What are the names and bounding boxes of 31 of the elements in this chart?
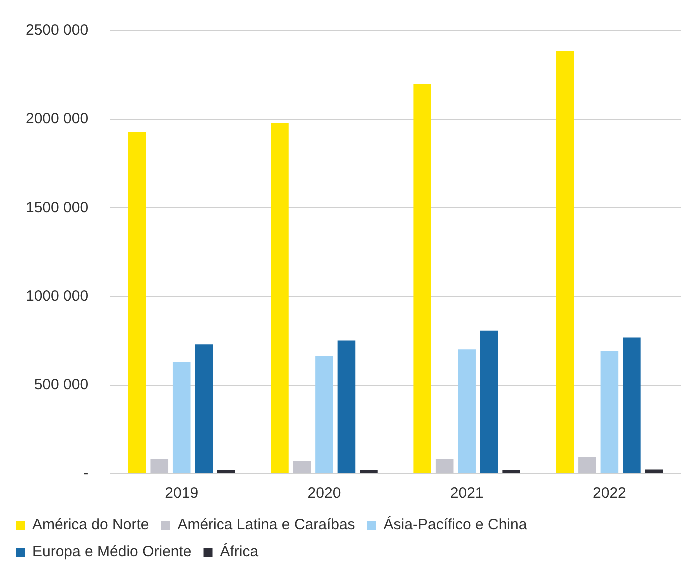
- bar: [480, 330, 498, 474]
- x-tick-label: 2022: [593, 485, 626, 502]
- y-tick-label: 1000 000: [26, 288, 89, 305]
- legend-label: Ásia-Pacífico e China: [384, 516, 528, 534]
- y-tick-label: 2000 000: [26, 110, 89, 128]
- bar: [502, 470, 520, 474]
- bar: [271, 123, 289, 474]
- x-tick-label: 2019: [165, 485, 199, 502]
- bar: [600, 352, 619, 474]
- y-tick-label: 2500 000: [26, 22, 89, 40]
- legend-label: América do Norte: [32, 516, 150, 534]
- bar: [217, 470, 236, 474]
- legend-label: América Latina e Caraíbas: [178, 516, 356, 534]
- y-tick-label: -: [84, 465, 89, 482]
- bar: [414, 84, 432, 474]
- legend-label: África: [220, 542, 260, 561]
- x-tick-label: 2020: [308, 485, 342, 502]
- bar: [360, 470, 378, 474]
- bar: [556, 51, 574, 474]
- bar: [172, 362, 191, 474]
- bar: [316, 356, 334, 474]
- bar: [195, 344, 214, 474]
- x-tick-label: 2021: [450, 485, 484, 502]
- bar: [623, 338, 641, 474]
- bar: [645, 470, 664, 474]
- bar: [458, 350, 476, 474]
- bar: [128, 132, 146, 474]
- y-tick-label: 1500 000: [26, 199, 89, 216]
- y-tick-label: 500 000: [34, 376, 89, 394]
- legend-label: Europa e Médio Oriente: [32, 544, 192, 561]
- bar: [338, 340, 356, 474]
